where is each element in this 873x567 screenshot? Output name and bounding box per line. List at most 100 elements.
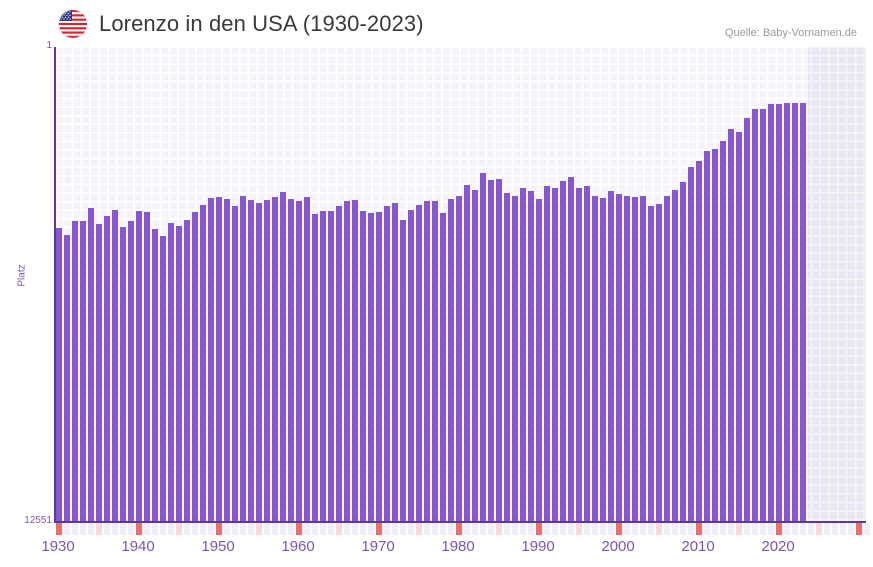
bar[interactable] [663, 196, 670, 521]
bar[interactable] [799, 103, 806, 521]
bar[interactable] [703, 151, 710, 521]
bar[interactable] [119, 227, 126, 521]
bar[interactable] [631, 197, 638, 521]
bar[interactable] [159, 236, 166, 521]
bar[interactable] [687, 167, 694, 521]
bar[interactable] [759, 109, 766, 521]
bar[interactable] [255, 203, 262, 521]
bar[interactable] [111, 210, 118, 521]
bar[interactable] [335, 206, 342, 521]
bar[interactable] [231, 206, 238, 521]
bar[interactable] [719, 141, 726, 521]
bar[interactable] [543, 186, 550, 521]
bar[interactable] [223, 199, 230, 521]
bar[interactable] [567, 177, 574, 521]
bar[interactable] [583, 186, 590, 521]
bar[interactable] [327, 211, 334, 521]
bar[interactable] [527, 191, 534, 521]
bar[interactable] [519, 188, 526, 521]
bar[interactable] [647, 206, 654, 521]
bar[interactable] [711, 149, 718, 521]
bar[interactable] [623, 196, 630, 521]
bar[interactable] [679, 182, 686, 521]
bar[interactable] [351, 200, 358, 521]
bar[interactable] [431, 201, 438, 521]
bar[interactable] [135, 211, 142, 521]
bar[interactable] [447, 199, 454, 521]
bar[interactable] [511, 196, 518, 521]
bar[interactable] [239, 196, 246, 521]
bar[interactable] [391, 203, 398, 521]
bar[interactable] [399, 220, 406, 521]
bar[interactable] [175, 226, 182, 521]
bar[interactable] [455, 196, 462, 521]
bar[interactable] [751, 109, 758, 521]
bar[interactable] [551, 188, 558, 521]
bar[interactable] [95, 224, 102, 521]
bar[interactable] [503, 193, 510, 521]
bar[interactable] [671, 190, 678, 521]
bar[interactable] [183, 220, 190, 521]
bar[interactable] [743, 118, 750, 521]
bar[interactable] [343, 201, 350, 521]
bar[interactable] [783, 103, 790, 521]
bar[interactable] [215, 197, 222, 521]
bar[interactable] [655, 204, 662, 521]
bar[interactable] [559, 181, 566, 521]
bar[interactable] [695, 161, 702, 521]
bar[interactable] [423, 201, 430, 521]
bar[interactable] [463, 185, 470, 521]
bar[interactable] [639, 196, 646, 521]
bar[interactable] [87, 208, 94, 521]
bar[interactable] [607, 191, 614, 521]
bar[interactable] [63, 235, 70, 521]
bar[interactable] [791, 103, 798, 521]
bar[interactable] [575, 188, 582, 521]
bar[interactable] [535, 199, 542, 521]
bar[interactable] [359, 211, 366, 521]
bar[interactable] [199, 205, 206, 521]
x-axis-tickmark [63, 523, 70, 535]
bar[interactable] [495, 179, 502, 521]
bar[interactable] [591, 196, 598, 521]
bar[interactable] [599, 198, 606, 521]
bar[interactable] [71, 221, 78, 521]
bar[interactable] [303, 197, 310, 521]
bar[interactable] [471, 190, 478, 521]
bar[interactable] [103, 216, 110, 521]
bar[interactable] [383, 206, 390, 521]
bar[interactable] [167, 223, 174, 521]
bar[interactable] [207, 198, 214, 521]
us-flag-icon [59, 10, 87, 38]
bar[interactable] [311, 214, 318, 521]
x-axis-tickmark [591, 523, 598, 535]
bar[interactable] [143, 212, 150, 521]
bar[interactable] [295, 201, 302, 521]
bar[interactable] [615, 194, 622, 521]
bar[interactable] [375, 212, 382, 521]
x-axis-tickmark [399, 523, 406, 535]
bar[interactable] [415, 205, 422, 521]
bar[interactable] [127, 221, 134, 521]
bar[interactable] [287, 199, 294, 521]
bar[interactable] [767, 104, 774, 521]
bar[interactable] [487, 180, 494, 521]
bar[interactable] [247, 200, 254, 521]
bar[interactable] [407, 210, 414, 521]
bar[interactable] [191, 212, 198, 521]
bar[interactable] [727, 129, 734, 521]
bar[interactable] [263, 200, 270, 521]
bar[interactable] [775, 104, 782, 521]
bar[interactable] [79, 221, 86, 521]
x-axis-tickmark [495, 523, 502, 535]
bar[interactable] [735, 132, 742, 521]
bar[interactable] [367, 213, 374, 521]
bar[interactable] [319, 211, 326, 521]
x-axis-tickmark [583, 523, 590, 535]
bar[interactable] [151, 229, 158, 521]
bar[interactable] [55, 228, 62, 521]
bar[interactable] [271, 197, 278, 521]
bar[interactable] [479, 173, 486, 521]
bar[interactable] [439, 213, 446, 521]
bar[interactable] [279, 192, 286, 521]
